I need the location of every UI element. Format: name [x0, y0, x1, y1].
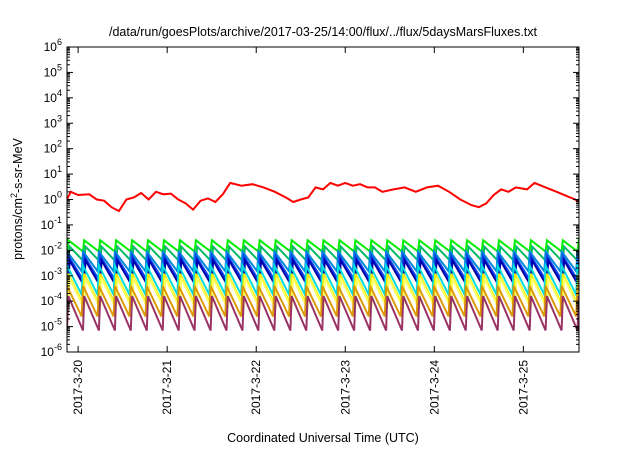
- x-tick-label: 2017-3-25: [516, 360, 530, 415]
- series-line: [67, 261, 579, 299]
- y-tick-label: 103: [44, 113, 62, 130]
- y-axis-label-base: protons/cm: [11, 198, 25, 260]
- series-layer: [67, 181, 579, 331]
- series-line: [67, 295, 579, 331]
- x-axis: 2017-3-20 2017-3-21 2017-3-22 2017-3-23 2017…: [71, 47, 530, 415]
- x-tick-label: 2017-3-23: [338, 360, 352, 415]
- y-axis-label: protons/cm2-s-sr-MeV: [9, 137, 25, 259]
- x-tick-label: 2017-3-20: [71, 360, 85, 415]
- y-tick-label: 100: [44, 190, 62, 207]
- chart-title: /data/run/goesPlots/archive/2017-03-25/1…: [109, 25, 538, 39]
- y-tick-label: 10-3: [41, 266, 62, 283]
- series-line: [67, 238, 579, 254]
- y-axis: 10-6 10-5 10-4 10-3 10-2 10-1 100 101 102 103 104 1…: [41, 37, 579, 359]
- y-tick-label: 10-2: [41, 240, 62, 257]
- series-line: [67, 181, 579, 213]
- y-axis-label-sup: 2: [9, 193, 19, 198]
- x-tick-label: 2017-3-22: [249, 360, 263, 415]
- y-tick-label: 10-6: [41, 342, 62, 359]
- series-line: [67, 285, 579, 317]
- y-tick-label: 106: [44, 37, 62, 54]
- y-tick-label: 10-1: [41, 215, 62, 232]
- y-axis-label-rest: -s-sr-MeV: [11, 137, 25, 193]
- x-axis-label: Coordinated Universal Time (UTC): [227, 431, 419, 445]
- y-tick-label: 105: [44, 62, 62, 79]
- y-tick-label: 10-5: [41, 317, 62, 334]
- y-tick-label: 10-4: [41, 291, 62, 308]
- series-line: [67, 248, 579, 275]
- y-tick-label: 104: [44, 88, 62, 105]
- y-tick-label: 102: [44, 139, 62, 156]
- y-tick-label: 101: [44, 164, 62, 181]
- x-tick-label: 2017-3-21: [160, 360, 174, 415]
- x-tick-label: 2017-3-24: [427, 360, 441, 415]
